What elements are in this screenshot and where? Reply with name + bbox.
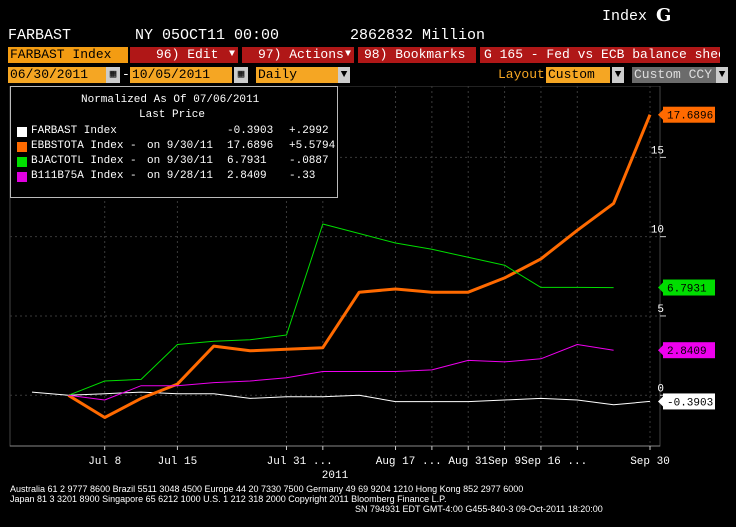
series-line [68,223,614,396]
chart-legend: Normalized As Of 07/06/2011 Last Price F… [10,86,338,198]
y-tick-label: 10 [651,225,664,237]
x-tick-label: Aug 17 [376,456,416,468]
series-line [67,114,652,419]
legend-name: EBBSTOTA Index - [31,140,137,152]
footer-phones-2: Japan 81 3 3201 8900 Singapore 65 6212 1… [10,494,447,504]
chart-end-labels: 17.6896 6.7931 2.8409 -0.3903 [658,106,715,410]
legend-row: B111B75A Index - on 9/28/11 2.8409 -.33 [17,170,333,184]
end-label-text: 6.7931 [667,284,707,296]
layout-label: Layout [498,67,545,82]
legend-subheading: Last Price [139,109,206,121]
range-dash: - [122,67,130,82]
legend-asof: on 9/30/11 [147,140,214,152]
legend-row: EBBSTOTA Index - on 9/30/11 17.6896 +5.5794 [17,140,336,154]
legend-swatch [17,142,27,152]
legend-swatch [17,157,27,167]
start-calendar-icon[interactable]: ▦ [106,67,120,83]
legend-heading: Normalized As Of 07/06/2011 [81,94,260,106]
legend-asof: on 9/28/11 [147,170,214,182]
chart-axes: 0 5 10 15 Jul 8 Jul 15 Jul 31... Aug 17... Aug 3… [10,145,670,482]
layout-dropdown-icon[interactable]: ▼ [612,67,624,83]
end-label-text: 2.8409 [667,346,707,358]
value-label: 2862832 Million [350,27,486,44]
chart-series [31,114,652,419]
end-label-text: 17.6896 [667,111,713,123]
header-bar: FARBAST NY 05OCT11 00:00 2862832 Million… [0,0,736,46]
end-label-pointer [658,109,663,120]
y-tick-label: 0 [657,383,664,395]
end-label-pointer [658,345,663,356]
series-line [31,391,651,406]
end-label-box [663,106,715,123]
legend-chg: +.2992 [289,125,329,137]
x-axis-title: 2011 [322,470,349,482]
ccy-dropdown-icon[interactable]: ▼ [716,67,728,83]
x-tick-label: Jul 15 [158,456,198,468]
end-date-input[interactable]: 10/05/2011 [130,67,232,83]
end-label-box [663,279,715,296]
x-tick-label: Jul 31 [267,456,307,468]
layout-select[interactable]: Custom [546,67,610,83]
edit-dropdown-icon: ▼ [228,49,235,60]
g-logo-icon: G [656,5,672,26]
footer-sn: SN 794931 EDT GMT-4:00 G455-840-3 09-Oct… [355,504,603,514]
actions-menu[interactable]: 97) Actions ▼ [242,47,354,63]
x-tick-label: Jul 8 [88,456,121,468]
chart-grid [9,86,661,447]
legend-chg: -.33 [289,170,316,182]
function-title: G 165 - Fed vs ECB balance sheet [480,47,720,63]
actions-menu-label: 97) Actions [258,47,344,62]
datetime-label: 05OCT11 00:00 [162,27,280,44]
legend-name: B111B75A Index - [31,170,137,182]
period-select[interactable]: Daily [256,67,340,83]
y-tick-label: 15 [651,145,664,157]
legend-asof: on 9/30/11 [147,155,214,167]
end-label-box [663,393,715,410]
x-tick-label: Sep 9 [488,456,521,468]
legend-swatch [17,127,27,137]
legend-last: 6.7931 [227,155,267,167]
x-tick-label: Sep 30 [630,456,670,468]
end-calendar-icon[interactable]: ▦ [234,67,248,83]
legend-last: 17.6896 [227,140,274,152]
legend-row: FARBAST Index -0.3903 +.2992 [17,125,333,139]
legend-name: FARBAST Index [31,125,117,137]
x-tick-label: ... [313,456,333,468]
end-label-text: -0.3903 [667,397,713,409]
period-dropdown-icon[interactable]: ▼ [338,67,350,83]
command-toolbar: FARBAST Index 96) Edit ▼ 97) Actions ▼ 9… [0,46,736,64]
end-label-box [663,342,715,359]
x-tick-label: ... [567,456,587,468]
legend-row: BJACTOTL Index - on 9/30/11 6.7931 -.0887 [17,155,333,169]
x-tick-label: Aug 31 [448,456,488,468]
edit-menu[interactable]: 96) Edit ▼ [130,47,238,63]
y-tick-label: 5 [657,304,664,316]
legend-last: 2.8409 [227,170,267,182]
footer-phones-1: Australia 61 2 9777 8600 Brazil 5511 304… [10,484,524,494]
x-tick-label: ... [422,456,442,468]
range-bar: 06/30/2011 ▦ - 10/05/2011 ▦ Daily ▼ Layo… [0,66,736,84]
market-label: NY [135,27,154,44]
end-label-pointer [658,282,663,293]
actions-dropdown-icon: ▼ [344,49,351,60]
legend-chg: -.0887 [289,155,329,167]
x-tick-label: Sep 16 [521,456,561,468]
start-date-input[interactable]: 06/30/2011 [8,67,106,83]
edit-menu-label: 96) Edit [156,47,219,62]
price-chart[interactable]: 0 5 10 15 Jul 8 Jul 15 Jul 31... Aug 17... Aug 3… [0,86,736,486]
legend-last: -0.3903 [227,125,274,137]
ticker-label: FARBAST [8,27,72,44]
bookmarks-menu-label: 98) Bookmarks [364,47,466,62]
legend-name: BJACTOTL Index - [31,155,137,167]
series-line [68,344,614,401]
legend-chg: +5.5794 [289,140,336,152]
legend-swatch [17,172,27,182]
end-label-pointer [658,396,663,407]
bookmarks-menu[interactable]: 98) Bookmarks [358,47,476,63]
ccy-select[interactable]: Custom CCY [632,67,716,83]
security-field[interactable]: FARBAST Index [8,47,128,63]
index-label: Index [602,8,648,25]
